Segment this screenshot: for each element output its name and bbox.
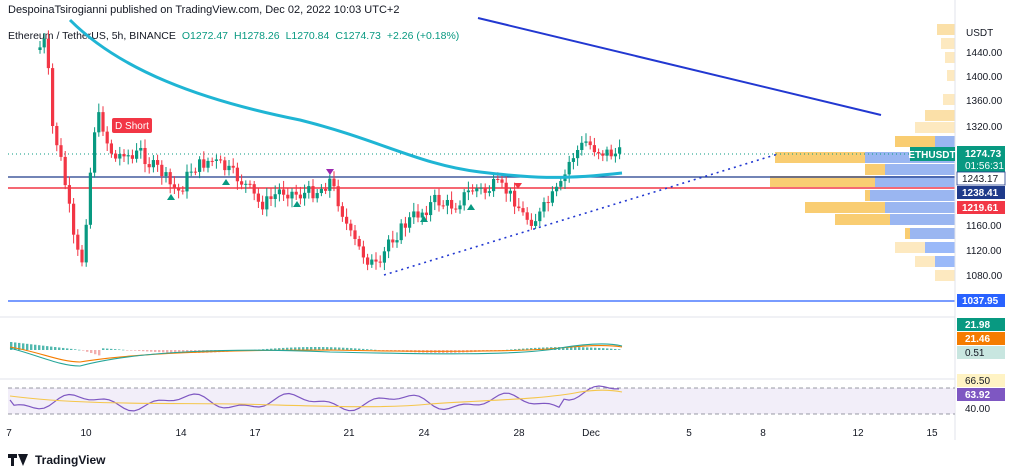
tradingview-footer[interactable]: TradingView bbox=[8, 453, 105, 467]
svg-text:63.92: 63.92 bbox=[965, 390, 990, 401]
tradingview-logo-icon bbox=[8, 454, 30, 466]
level-label-1238 bbox=[957, 186, 1005, 199]
close-value: C1274.73 bbox=[335, 30, 381, 42]
time-tick: 15 bbox=[926, 428, 938, 439]
price-tick: 1080.00 bbox=[966, 271, 1003, 282]
svg-text:1238.41: 1238.41 bbox=[962, 188, 999, 199]
publisher-info: DespoinaTsirogianni published on Trading… bbox=[8, 4, 400, 16]
svg-text:21.98: 21.98 bbox=[965, 320, 990, 331]
time-tick: 21 bbox=[343, 428, 355, 439]
change-value: +2.26 (+0.18%) bbox=[386, 30, 460, 42]
open-value: O1272.47 bbox=[181, 30, 229, 42]
time-tick: 8 bbox=[760, 428, 766, 439]
svg-text:1219.61: 1219.61 bbox=[962, 203, 999, 214]
rsi-label-1 bbox=[957, 374, 1005, 387]
rsi-level-40: 40.00 bbox=[965, 404, 990, 415]
rsi-ma-line bbox=[9, 389, 623, 408]
time-tick: 28 bbox=[513, 428, 525, 439]
svg-text:1037.95: 1037.95 bbox=[962, 296, 999, 307]
time-tick: 17 bbox=[249, 428, 261, 439]
svg-text:66.50: 66.50 bbox=[965, 376, 990, 387]
svg-text:01:56:31: 01:56:31 bbox=[965, 161, 1004, 172]
time-tick: 14 bbox=[175, 428, 187, 439]
price-tick: 1160.00 bbox=[966, 221, 1002, 232]
time-tick: 10 bbox=[80, 428, 92, 439]
rsi-pane[interactable] bbox=[8, 385, 955, 415]
level-label-1037 bbox=[957, 294, 1005, 307]
currency-label: USDT bbox=[966, 28, 993, 39]
rsi-line bbox=[9, 385, 619, 412]
rsi-label-2 bbox=[957, 388, 1005, 401]
brand-name: TradingView bbox=[35, 453, 106, 467]
svg-text:D Short: D Short bbox=[115, 121, 149, 132]
price-tick: 1120.00 bbox=[966, 246, 1002, 257]
macd-label-1 bbox=[957, 318, 1005, 331]
svg-text:21.46: 21.46 bbox=[965, 334, 990, 345]
symbol-tag bbox=[910, 147, 955, 161]
macd-label-3 bbox=[957, 346, 1005, 359]
svg-text:1274.73: 1274.73 bbox=[965, 149, 1002, 160]
symbol-legend: Ethereum / TetherUS, 5h, BINANCE O1272.4… bbox=[8, 30, 459, 42]
macd-label-2 bbox=[957, 332, 1005, 345]
time-tick: 5 bbox=[686, 428, 692, 439]
time-tick: 7 bbox=[6, 428, 12, 439]
last-price-label bbox=[957, 146, 1005, 172]
level-label-1243 bbox=[956, 171, 1006, 186]
descending-trendline[interactable] bbox=[477, 17, 882, 116]
macd-pane[interactable] bbox=[9, 342, 623, 367]
price-tick: 1360.00 bbox=[966, 96, 1003, 107]
signal-markers bbox=[167, 169, 522, 222]
price-tick: 1440.00 bbox=[966, 48, 1003, 59]
time-tick: Dec bbox=[582, 428, 600, 439]
time-tick: 24 bbox=[418, 428, 430, 439]
low-value: L1270.84 bbox=[285, 30, 330, 42]
svg-text:0.51: 0.51 bbox=[965, 348, 985, 359]
price-tick: 1400.00 bbox=[966, 72, 1003, 83]
high-value: H1278.26 bbox=[234, 30, 280, 42]
d-short-label[interactable]: D Short bbox=[112, 118, 152, 133]
moving-average-line[interactable] bbox=[68, 18, 623, 179]
level-label-1219 bbox=[957, 201, 1005, 214]
candlesticks bbox=[38, 30, 622, 271]
ascending-trendline[interactable] bbox=[383, 153, 779, 276]
svg-text:1243.17: 1243.17 bbox=[962, 174, 999, 185]
price-tick: 1320.00 bbox=[966, 122, 1003, 133]
time-tick: 12 bbox=[852, 428, 864, 439]
svg-text:ETHUSDT: ETHUSDT bbox=[908, 150, 955, 161]
